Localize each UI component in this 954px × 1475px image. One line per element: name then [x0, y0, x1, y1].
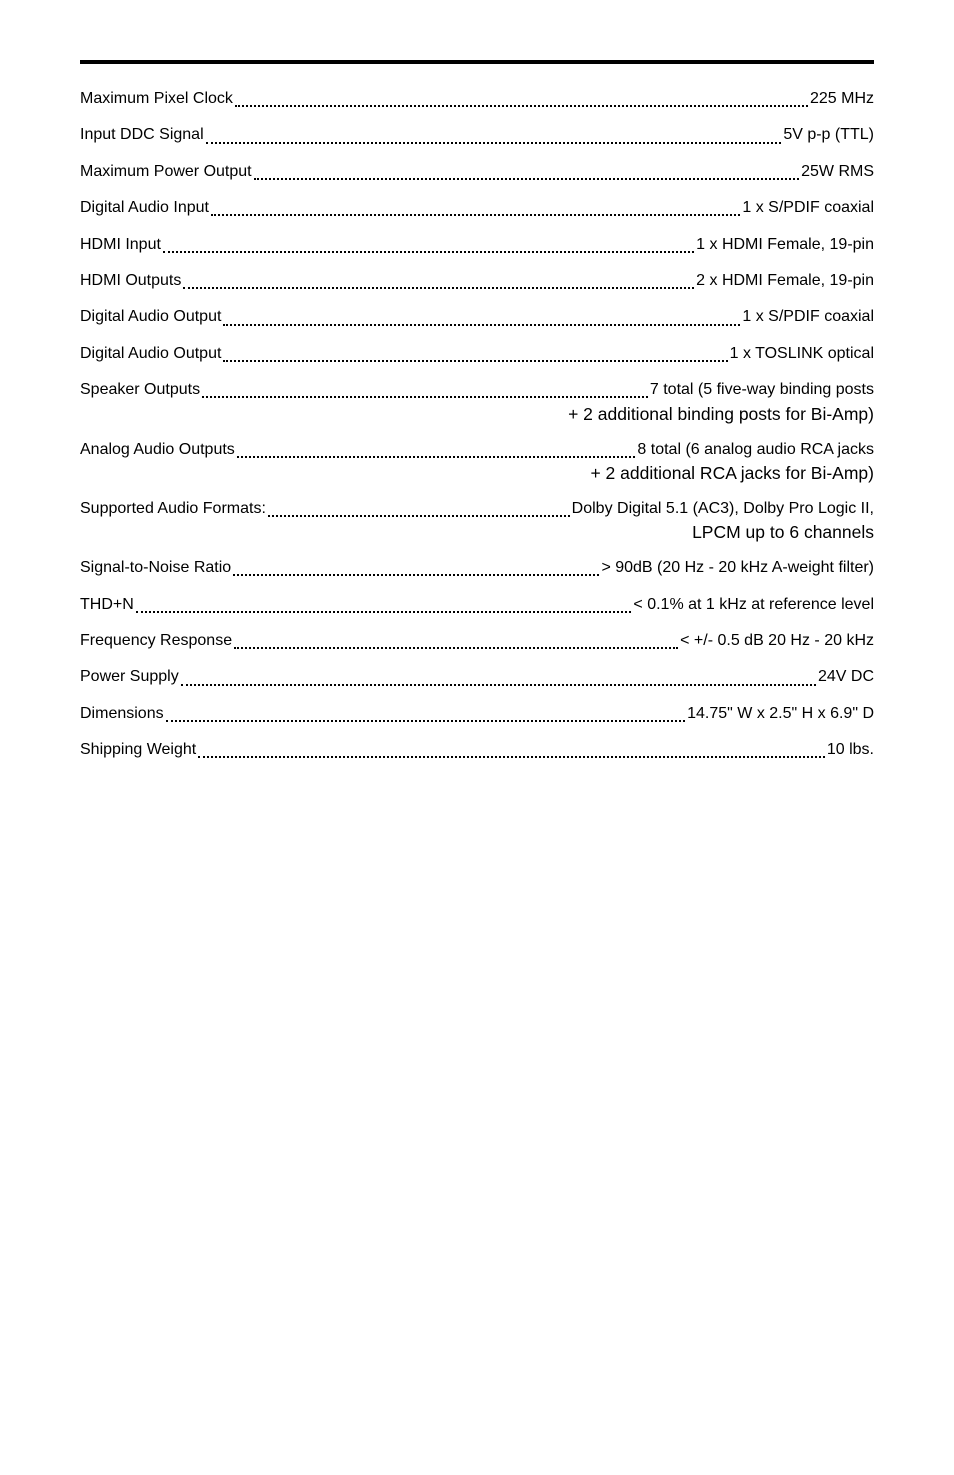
dot-leader	[254, 164, 799, 180]
spec-label: Analog Audio Outputs	[80, 441, 235, 459]
spec-value: < 0.1% at 1 kHz at reference level	[633, 596, 874, 614]
dot-leader	[202, 382, 648, 398]
spec-value: Dolby Digital 5.1 (AC3), Dolby Pro Logic…	[572, 500, 874, 518]
spec-label: Signal-to-Noise Ratio	[80, 559, 231, 577]
spec-value: 7 total (5 five-way binding posts	[650, 381, 874, 399]
spec-label: Frequency Response	[80, 632, 232, 650]
spec-value: 10 lbs.	[827, 741, 874, 759]
spec-leader: Signal-to-Noise Ratio > 90dB (20 Hz - 20…	[80, 559, 874, 579]
spec-label: Digital Audio Output	[80, 308, 221, 326]
spec-row: Digital Audio Output 1 x TOSLINK optical	[80, 345, 874, 365]
dot-leader	[233, 560, 599, 576]
spec-leader: Shipping Weight 10 lbs.	[80, 741, 874, 761]
spec-leader: Speaker Outputs 7 total (5 five-way bind…	[80, 381, 874, 401]
spec-row: Shipping Weight 10 lbs.	[80, 741, 874, 761]
dot-leader	[237, 441, 636, 457]
spec-label: THD+N	[80, 596, 134, 614]
spec-label: Input DDC Signal	[80, 126, 204, 144]
spec-continuation: + 2 additional binding posts for Bi-Amp)	[80, 404, 874, 425]
page: Maximum Pixel Clock 225 MHz Input DDC Sig…	[0, 0, 954, 1475]
spec-leader: Maximum Power Output 25W RMS	[80, 163, 874, 183]
spec-leader: Maximum Pixel Clock 225 MHz	[80, 90, 874, 110]
dot-leader	[223, 346, 727, 362]
spec-row: Supported Audio Formats: Dolby Digital 5…	[80, 500, 874, 543]
top-rule	[80, 60, 874, 64]
spec-value: < +/- 0.5 dB 20 Hz - 20 kHz	[680, 632, 874, 650]
spec-row: HDMI Outputs 2 x HDMI Female, 19-pin	[80, 272, 874, 292]
spec-row: Maximum Power Output 25W RMS	[80, 163, 874, 183]
spec-label: HDMI Input	[80, 236, 161, 254]
spec-leader: Power Supply 24V DC	[80, 668, 874, 688]
spec-leader: Digital Audio Output 1 x TOSLINK optical	[80, 345, 874, 365]
dot-leader	[181, 669, 816, 685]
spec-row: Digital Audio Input 1 x S/PDIF coaxial	[80, 199, 874, 219]
spec-label: Supported Audio Formats:	[80, 500, 266, 518]
dot-leader	[206, 127, 782, 143]
spec-leader: HDMI Outputs 2 x HDMI Female, 19-pin	[80, 272, 874, 292]
dot-leader	[166, 706, 686, 722]
spec-row: Frequency Response < +/- 0.5 dB 20 Hz - …	[80, 632, 874, 652]
dot-leader	[223, 309, 740, 325]
spec-row: Signal-to-Noise Ratio > 90dB (20 Hz - 20…	[80, 559, 874, 579]
specs-list: Maximum Pixel Clock 225 MHz Input DDC Sig…	[80, 90, 874, 762]
spec-value: 24V DC	[818, 668, 874, 686]
spec-label: Speaker Outputs	[80, 381, 200, 399]
spec-row: Input DDC Signal 5V p-p (TTL)	[80, 126, 874, 146]
spec-value: 14.75" W x 2.5" H x 6.9" D	[687, 705, 874, 723]
dot-leader	[163, 236, 694, 252]
spec-value: 225 MHz	[810, 90, 874, 108]
spec-leader: Dimensions 14.75" W x 2.5" H x 6.9" D	[80, 705, 874, 725]
spec-leader: Digital Audio Output 1 x S/PDIF coaxial	[80, 308, 874, 328]
spec-leader: Digital Audio Input 1 x S/PDIF coaxial	[80, 199, 874, 219]
spec-row: HDMI Input 1 x HDMI Female, 19-pin	[80, 236, 874, 256]
spec-value: > 90dB (20 Hz - 20 kHz A-weight filter)	[601, 559, 874, 577]
spec-row: Maximum Pixel Clock 225 MHz	[80, 90, 874, 110]
spec-row: Power Supply 24V DC	[80, 668, 874, 688]
spec-row: Analog Audio Outputs 8 total (6 analog a…	[80, 441, 874, 484]
dot-leader	[198, 742, 825, 758]
spec-leader: Analog Audio Outputs 8 total (6 analog a…	[80, 441, 874, 461]
spec-value: 8 total (6 analog audio RCA jacks	[637, 441, 874, 459]
spec-label: Power Supply	[80, 668, 179, 686]
spec-leader: Frequency Response < +/- 0.5 dB 20 Hz - …	[80, 632, 874, 652]
spec-leader: THD+N < 0.1% at 1 kHz at reference level	[80, 596, 874, 616]
spec-label: Maximum Power Output	[80, 163, 252, 181]
dot-leader	[268, 501, 570, 517]
spec-leader: Input DDC Signal 5V p-p (TTL)	[80, 126, 874, 146]
spec-value: 1 x HDMI Female, 19-pin	[696, 236, 874, 254]
spec-value: 25W RMS	[801, 163, 874, 181]
spec-label: Digital Audio Input	[80, 199, 209, 217]
dot-leader	[234, 633, 678, 649]
spec-row: THD+N < 0.1% at 1 kHz at reference level	[80, 596, 874, 616]
spec-value: 5V p-p (TTL)	[783, 126, 874, 144]
spec-continuation: LPCM up to 6 channels	[80, 522, 874, 543]
spec-label: HDMI Outputs	[80, 272, 181, 290]
spec-label: Digital Audio Output	[80, 345, 221, 363]
spec-value: 1 x TOSLINK optical	[730, 345, 874, 363]
spec-label: Maximum Pixel Clock	[80, 90, 233, 108]
spec-row: Speaker Outputs 7 total (5 five-way bind…	[80, 381, 874, 424]
dot-leader	[211, 200, 740, 216]
dot-leader	[235, 91, 808, 107]
spec-leader: Supported Audio Formats: Dolby Digital 5…	[80, 500, 874, 520]
spec-label: Shipping Weight	[80, 741, 196, 759]
spec-value: 1 x S/PDIF coaxial	[742, 308, 874, 326]
spec-row: Dimensions 14.75" W x 2.5" H x 6.9" D	[80, 705, 874, 725]
spec-value: 1 x S/PDIF coaxial	[742, 199, 874, 217]
spec-label: Dimensions	[80, 705, 164, 723]
dot-leader	[183, 273, 694, 289]
spec-row: Digital Audio Output 1 x S/PDIF coaxial	[80, 308, 874, 328]
spec-continuation: + 2 additional RCA jacks for Bi-Amp)	[80, 463, 874, 484]
spec-leader: HDMI Input 1 x HDMI Female, 19-pin	[80, 236, 874, 256]
spec-value: 2 x HDMI Female, 19-pin	[696, 272, 874, 290]
dot-leader	[136, 596, 632, 612]
